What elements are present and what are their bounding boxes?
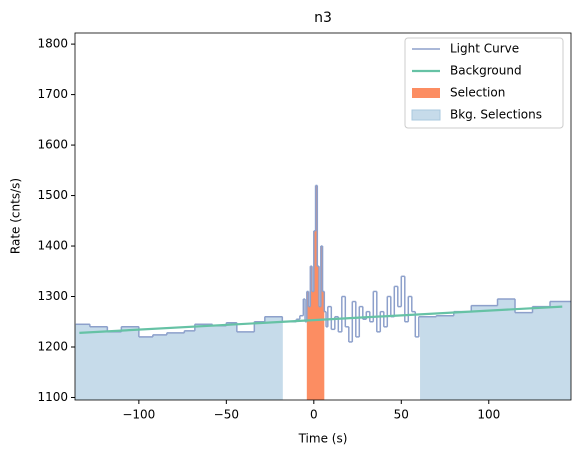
background-line: [79, 305, 563, 334]
x-tick-label: −100: [122, 408, 155, 422]
y-tick-label: 1200: [37, 339, 68, 353]
y-tick-label: 1100: [37, 390, 68, 404]
y-tick-label: 1600: [37, 138, 68, 152]
legend-box: [404, 37, 564, 129]
legend-label: Selection: [450, 86, 505, 100]
y-tick-label: 1800: [37, 37, 68, 51]
legend-label: Bkg. Selections: [450, 108, 542, 122]
plot-area: [75, 184, 571, 400]
y-tick-label: 1400: [37, 239, 68, 253]
x-tick-label: −50: [214, 408, 239, 422]
y-tick-label: 1500: [37, 188, 68, 202]
legend-label: Light Curve: [450, 42, 519, 56]
selection: [306, 185, 325, 400]
x-axis-label: Time (s): [298, 432, 348, 446]
legend-label: Background: [450, 64, 522, 78]
axes-frame: [74, 32, 572, 401]
legend-swatch: [412, 88, 440, 98]
y-tick-label: 1300: [37, 289, 68, 303]
chart-title: n3: [314, 10, 332, 26]
x-tick-label: 50: [394, 408, 409, 422]
legend-swatch: [411, 109, 441, 121]
x-tick-label: 100: [477, 408, 500, 422]
x-tick-label: 0: [310, 408, 318, 422]
y-axis-label: Rate (cnts/s): [9, 178, 23, 254]
y-tick-label: 1700: [37, 87, 68, 101]
